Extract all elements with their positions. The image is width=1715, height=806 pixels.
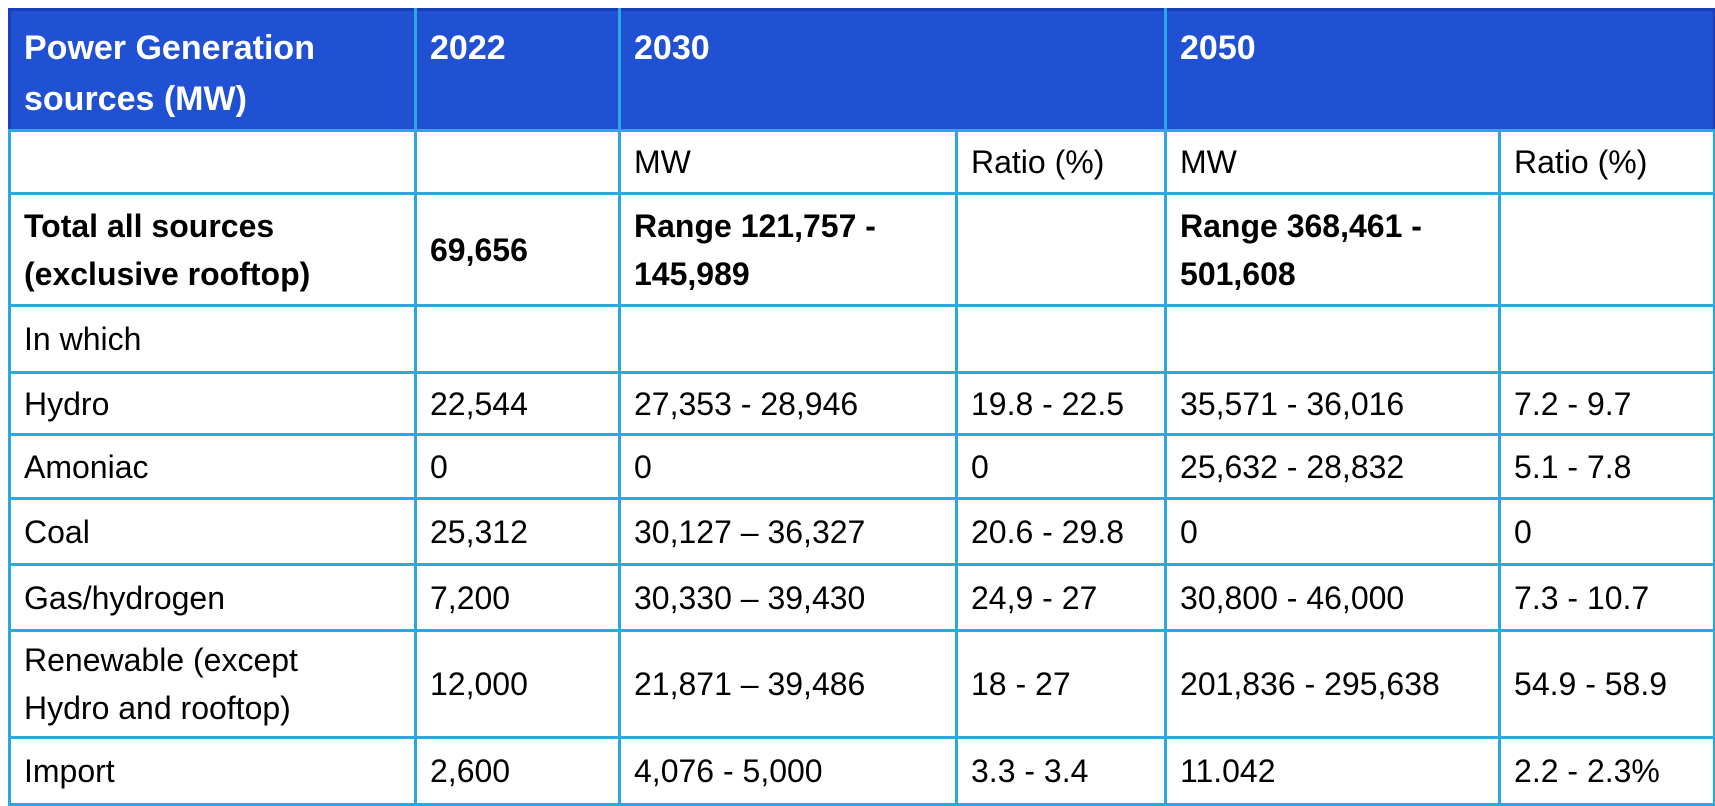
cell-total-2022: 69,656	[414, 192, 621, 307]
cell-import-2030-ratio: 3.3 - 3.4	[954, 736, 1168, 806]
cell-coal-2050-ratio: 0	[1498, 497, 1715, 566]
cell-hydro-2050-ratio: 7.2 - 9.7	[1498, 371, 1715, 436]
cell-in-which-2030-mw	[618, 304, 958, 374]
cell-coal-2050-mw: 0	[1164, 497, 1502, 566]
cell-renewable-2030-mw: 21,871 – 39,486	[618, 629, 958, 739]
cell-gas-2022: 7,200	[414, 563, 621, 632]
cell-import-label: Import	[8, 736, 417, 806]
cell-hydro-2030-mw: 27,353 - 28,946	[618, 371, 958, 436]
header-2022: 2022	[414, 8, 621, 132]
power-generation-table: Power Generation sources (MW) 2022 2030 …	[8, 8, 1715, 806]
cell-in-which-label: In which	[8, 304, 417, 374]
power-generation-table-wrapper: Power Generation sources (MW) 2022 2030 …	[8, 8, 1715, 806]
cell-coal-2030-ratio: 20.6 - 29.8	[954, 497, 1168, 566]
subheader-2050-mw: MW	[1164, 129, 1502, 195]
header-2030: 2030	[617, 8, 1168, 132]
cell-hydro-2050-mw: 35,571 - 36,016	[1164, 371, 1502, 436]
row-gas-hydrogen: Gas/hydrogen 7,200 30,330 – 39,430 24,9 …	[8, 563, 1715, 632]
subheader-2030-ratio: Ratio (%)	[954, 129, 1168, 195]
row-coal: Coal 25,312 30,127 – 36,327 20.6 - 29.8 …	[8, 497, 1715, 566]
header-power-generation-sources: Power Generation sources (MW)	[8, 8, 417, 132]
cell-renewable-2022: 12,000	[414, 629, 621, 739]
cell-amoniac-2030-mw: 0	[618, 433, 958, 500]
cell-import-2022: 2,600	[414, 736, 621, 806]
cell-in-which-2050-ratio	[1498, 304, 1715, 374]
cell-in-which-2050-mw	[1164, 304, 1502, 374]
cell-in-which-2022	[414, 304, 621, 374]
row-amoniac: Amoniac 0 0 0 25,632 - 28,832 5.1 - 7.8	[8, 433, 1715, 500]
subheader-empty-2022	[414, 129, 621, 195]
cell-renewable-2030-ratio: 18 - 27	[954, 629, 1168, 739]
subheader-2050-ratio: Ratio (%)	[1498, 129, 1715, 195]
row-total-all-sources: Total all sources (exclusive rooftop) 69…	[8, 192, 1715, 307]
cell-gas-2030-mw: 30,330 – 39,430	[618, 563, 958, 632]
cell-hydro-label: Hydro	[8, 371, 417, 436]
cell-import-2050-ratio: 2.2 - 2.3%	[1498, 736, 1715, 806]
cell-amoniac-2050-ratio: 5.1 - 7.8	[1498, 433, 1715, 500]
cell-import-2050-mw: 11.042	[1164, 736, 1502, 806]
cell-renewable-2050-ratio: 54.9 - 58.9	[1498, 629, 1715, 739]
cell-total-2050-ratio	[1498, 192, 1715, 307]
cell-coal-2030-mw: 30,127 – 36,327	[618, 497, 958, 566]
cell-total-label: Total all sources (exclusive rooftop)	[8, 192, 417, 307]
cell-total-2030-ratio	[954, 192, 1168, 307]
cell-coal-2022: 25,312	[414, 497, 621, 566]
subheader-row: MW Ratio (%) MW Ratio (%)	[8, 129, 1715, 195]
cell-in-which-2030-ratio	[954, 304, 1168, 374]
cell-gas-2050-ratio: 7.3 - 10.7	[1498, 563, 1715, 632]
subheader-empty-sources	[8, 129, 417, 195]
header-row: Power Generation sources (MW) 2022 2030 …	[8, 8, 1715, 132]
row-in-which: In which	[8, 304, 1715, 374]
cell-coal-label: Coal	[8, 497, 417, 566]
header-2050: 2050	[1164, 8, 1715, 132]
cell-amoniac-2050-mw: 25,632 - 28,832	[1164, 433, 1502, 500]
cell-total-2050-mw: Range 368,461 - 501,608	[1164, 192, 1502, 307]
cell-hydro-2030-ratio: 19.8 - 22.5	[954, 371, 1168, 436]
cell-import-2030-mw: 4,076 - 5,000	[618, 736, 958, 806]
cell-gas-2030-ratio: 24,9 - 27	[954, 563, 1168, 632]
cell-renewable-label: Renewable (except Hydro and rooftop)	[8, 629, 417, 739]
cell-renewable-2050-mw: 201,836 - 295,638	[1164, 629, 1502, 739]
cell-total-2030-mw: Range 121,757 - 145,989	[618, 192, 958, 307]
cell-amoniac-2022: 0	[414, 433, 621, 500]
cell-gas-2050-mw: 30,800 - 46,000	[1164, 563, 1502, 632]
cell-amoniac-2030-ratio: 0	[954, 433, 1168, 500]
cell-amoniac-label: Amoniac	[8, 433, 417, 500]
subheader-2030-mw: MW	[618, 129, 958, 195]
row-renewable: Renewable (except Hydro and rooftop) 12,…	[8, 629, 1715, 739]
cell-gas-label: Gas/hydrogen	[8, 563, 417, 632]
row-import: Import 2,600 4,076 - 5,000 3.3 - 3.4 11.…	[8, 736, 1715, 806]
row-hydro: Hydro 22,544 27,353 - 28,946 19.8 - 22.5…	[8, 371, 1715, 436]
cell-hydro-2022: 22,544	[414, 371, 621, 436]
